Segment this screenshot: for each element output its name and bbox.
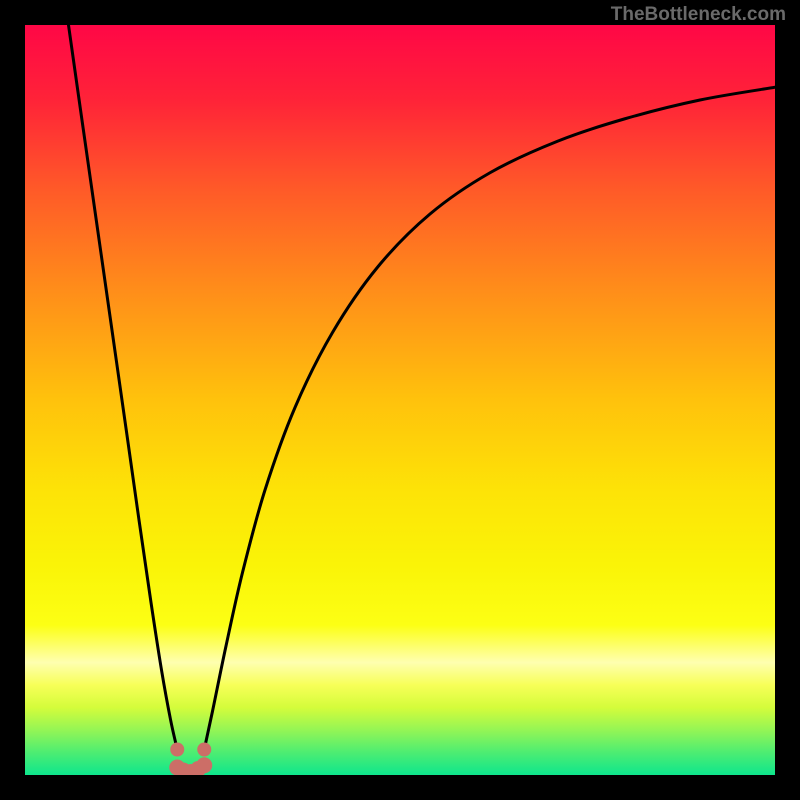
curve-layer [25, 25, 775, 775]
curve-markers [169, 743, 212, 776]
marker-dot [197, 743, 211, 757]
chart-container: TheBottleneck.com [0, 0, 800, 800]
attribution-label: TheBottleneck.com [611, 4, 786, 26]
curve-right-branch [204, 87, 775, 749]
marker-dot [196, 757, 212, 773]
marker-dot [170, 743, 184, 757]
plot-area [25, 25, 775, 775]
curve-left-branch [69, 25, 178, 750]
